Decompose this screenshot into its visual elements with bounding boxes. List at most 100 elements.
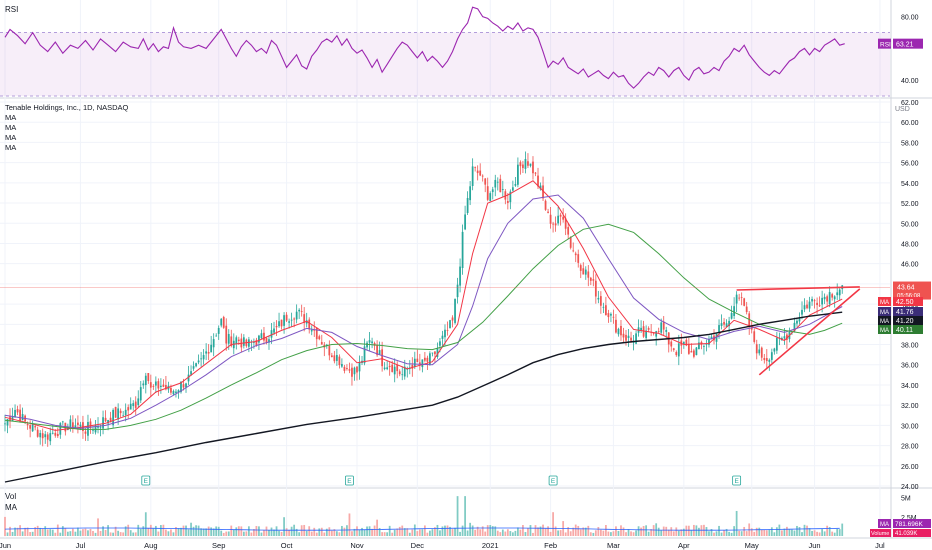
candle-body <box>562 216 565 220</box>
candle-body <box>499 178 502 193</box>
volume-bar <box>137 524 140 536</box>
candle-body <box>175 391 177 394</box>
candle-body <box>577 254 580 263</box>
candle-body <box>258 335 260 343</box>
volume-bar <box>212 528 215 536</box>
volume-bar <box>705 527 708 536</box>
volume-bar <box>763 529 766 536</box>
time-axis[interactable]: Jun Jul Aug Sep Oct Nov Dec 2021 Feb Mar Apr May Jun… <box>0 541 885 550</box>
volume-bar <box>436 524 439 536</box>
volume-bar <box>791 529 793 536</box>
candle-body <box>582 268 585 275</box>
volume-bar <box>645 525 648 536</box>
volume-bar <box>713 532 715 536</box>
volume-bar <box>235 527 238 536</box>
price-tick-label: 26.00 <box>901 464 919 471</box>
volume-bar <box>755 527 758 536</box>
ma-legend-4: MA <box>5 143 16 152</box>
rsi-tick-label: 40.00 <box>901 78 919 85</box>
volume-bar <box>801 532 803 536</box>
candle-body <box>559 214 562 217</box>
volume-bar <box>594 530 597 536</box>
volume-bar <box>532 532 534 536</box>
candle-body <box>655 331 658 337</box>
volume-bar <box>157 531 160 536</box>
candle-body <box>338 356 341 366</box>
candle-body <box>386 367 389 370</box>
volume-bar <box>295 528 298 536</box>
volume-bar <box>677 530 680 536</box>
volume-bar <box>51 529 54 536</box>
volume-bar <box>796 525 798 536</box>
candle-body <box>124 409 127 416</box>
volume-bar <box>469 522 472 536</box>
volume-bar <box>232 529 235 536</box>
volume-bar <box>177 528 180 536</box>
candle-body <box>720 323 723 326</box>
candle-body <box>51 432 54 434</box>
candle-body <box>685 339 688 346</box>
candle-body <box>222 317 225 328</box>
candle-body <box>645 330 648 339</box>
volume-bar <box>496 530 499 536</box>
volume-bar <box>813 530 816 536</box>
volume-bar <box>826 525 829 536</box>
candle-body <box>539 185 542 190</box>
volume-bar <box>783 528 786 536</box>
price-tick-label: 38.00 <box>901 343 919 350</box>
volume-bar <box>574 524 577 536</box>
volume-bar <box>371 528 373 536</box>
volume-bar <box>615 526 617 536</box>
candle-body <box>41 433 44 439</box>
moving-average-line <box>4 194 843 429</box>
candle-body <box>599 296 602 306</box>
candle-body <box>735 294 738 304</box>
volume-bar <box>383 532 386 536</box>
candle-body <box>69 419 72 427</box>
volume-bar <box>489 525 492 536</box>
time-tick-label: Mar <box>607 541 620 550</box>
candle-body <box>833 296 836 300</box>
candle-body <box>730 313 733 319</box>
candle-body <box>665 330 668 332</box>
volume-bar <box>582 527 585 536</box>
candle-body <box>190 371 192 375</box>
volume-bar <box>268 530 270 536</box>
ma-legend-2: MA <box>5 123 16 132</box>
candle-body <box>346 368 348 370</box>
candle-body <box>363 346 366 364</box>
volume-bar <box>82 529 84 536</box>
candle-body <box>230 336 233 346</box>
candle-body <box>439 341 441 346</box>
price-axis[interactable]: 62.00 60.00 58.00 56.00 54.00 52.00 50.00 48.00… <box>870 15 931 537</box>
candle-body <box>770 352 773 360</box>
candle-body <box>273 328 275 333</box>
candle-body <box>16 409 19 413</box>
candle-body <box>195 363 197 367</box>
volume-bar <box>162 524 165 536</box>
time-tick-label: Dec <box>411 541 425 550</box>
candle-body <box>630 337 632 341</box>
candle-body <box>87 422 89 436</box>
candle-body <box>137 398 140 406</box>
ma-name-badge-text: MA <box>880 310 889 316</box>
candle-body <box>605 305 607 315</box>
candle-body <box>393 366 396 375</box>
price-tick-label: 60.00 <box>901 120 919 127</box>
candle-body <box>310 329 313 332</box>
volume-bar <box>280 531 283 536</box>
volume-bar <box>187 529 190 536</box>
volume-bar <box>622 527 625 536</box>
candle-body <box>56 433 59 437</box>
volume-ma-line <box>4 527 840 531</box>
volume-bar <box>647 531 650 536</box>
volume-bar <box>690 530 693 536</box>
candle-body <box>557 215 560 224</box>
candle-body <box>303 314 306 323</box>
candle-body <box>288 321 290 323</box>
candle-body <box>758 349 761 354</box>
candle-body <box>34 426 37 428</box>
volume-bar <box>682 528 685 536</box>
price-tick-label: 28.00 <box>901 444 919 451</box>
